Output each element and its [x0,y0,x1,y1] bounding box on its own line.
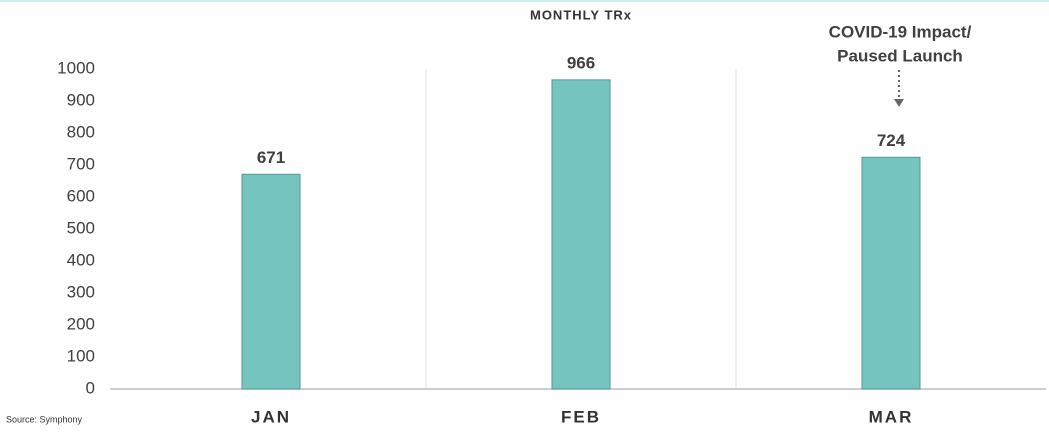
y-tick-label: 300 [67,282,95,301]
data-label: 966 [567,53,595,72]
bar [551,79,611,390]
y-tick-label: 600 [67,186,95,205]
y-tick-label: 900 [67,90,95,109]
y-tick-label: 1000 [57,58,95,77]
source-note: Source: Symphony [6,414,83,424]
y-tick-label: 400 [67,250,95,269]
annotation: Paused Launch [837,46,963,65]
annotation-arrowhead [894,99,904,107]
x-tick-label: JAN [251,407,291,426]
data-label: 724 [877,131,906,150]
y-tick-label: 0 [86,378,95,397]
bar [241,173,301,390]
annotation: COVID-19 Impact/ [829,22,972,41]
y-tick-label: 100 [67,346,95,365]
y-tick-label: 500 [67,218,95,237]
y-tick-label: 800 [67,122,95,141]
chart-title: MONTHLY TRx [530,7,632,22]
bar [861,156,921,390]
x-tick-label: FEB [561,407,601,426]
x-tick-label: MAR [869,407,914,426]
y-tick-label: 200 [67,314,95,333]
data-label: 671 [257,148,285,167]
y-tick-label: 700 [67,154,95,173]
